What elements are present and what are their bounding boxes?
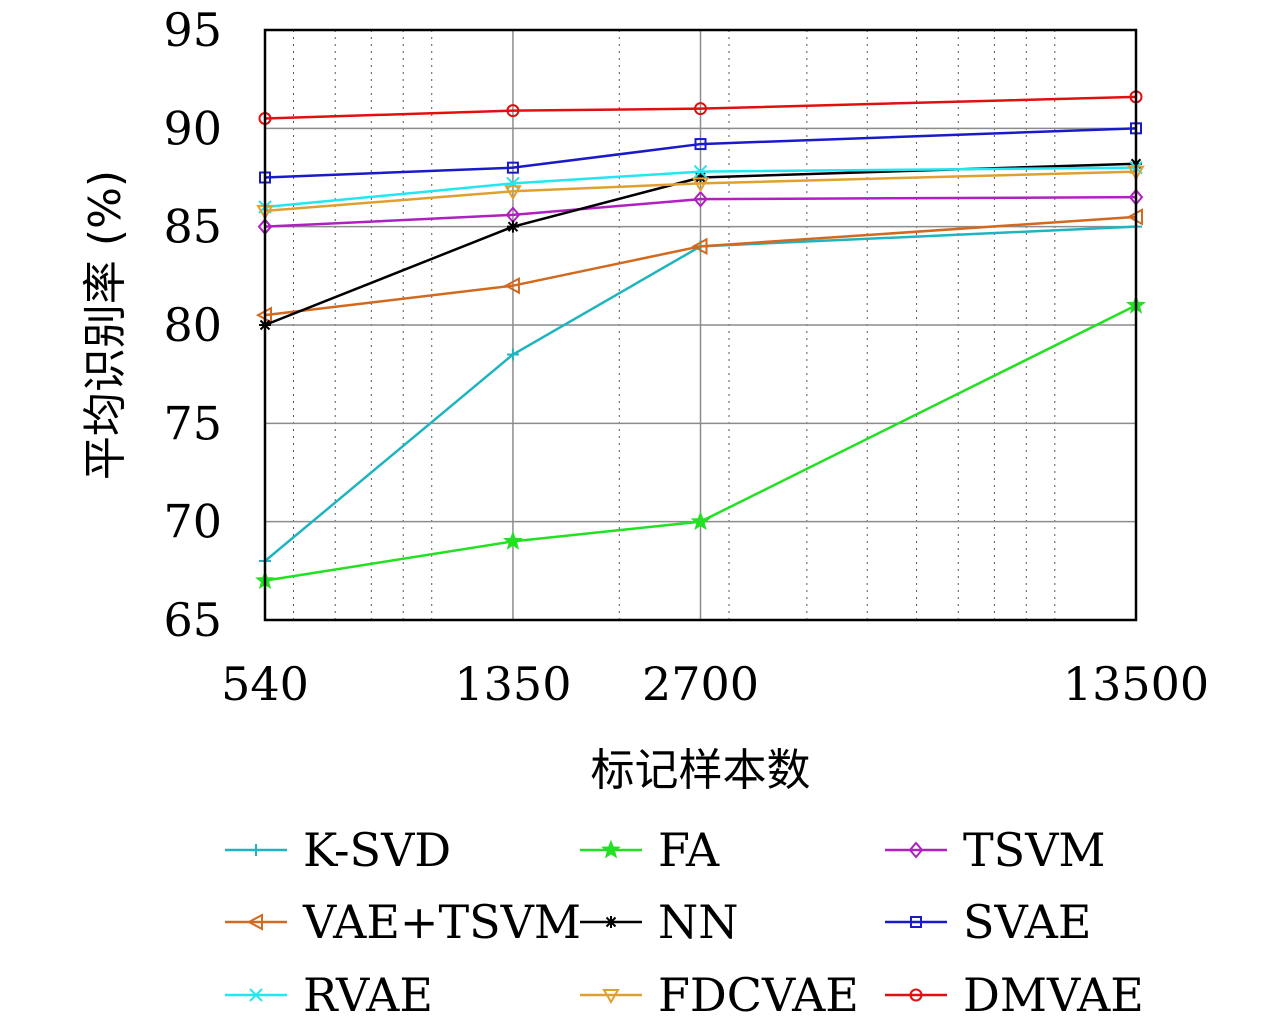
x-tick-label: 540 <box>221 657 309 711</box>
series-svae <box>259 122 1142 184</box>
legend-label: RVAE <box>303 968 433 1022</box>
data-point-fdcvae <box>504 185 522 201</box>
legend-item-fa: FA <box>580 823 720 877</box>
legend-label: SVAE <box>963 895 1091 949</box>
data-point-rvae <box>506 176 520 191</box>
legend-marker <box>909 988 923 1002</box>
series-line-k-svd <box>264 225 1137 562</box>
legend-item-vae-tsvm: VAE+TSVM <box>225 895 581 949</box>
x-axis-title: 标记样本数 <box>591 745 811 796</box>
legend-item-dmvae: DMVAE <box>885 968 1144 1022</box>
x-tick-label: 1350 <box>454 657 571 711</box>
y-tick-label: 90 <box>163 101 222 155</box>
legend-item-rvae: RVAE <box>225 968 433 1022</box>
series-line-tsvm <box>264 195 1137 228</box>
data-point-vae-tsvm <box>691 237 708 256</box>
legend-marker <box>908 841 924 859</box>
data-point-k-svd <box>506 348 519 361</box>
data-point-fdcvae <box>691 177 710 193</box>
legend-marker <box>246 913 263 931</box>
series-line-fa <box>264 304 1137 582</box>
series-layer <box>255 90 1146 590</box>
legend-label: VAE+TSVM <box>302 895 581 949</box>
data-point-svae <box>506 161 519 174</box>
legend-label: NN <box>658 895 739 949</box>
legend-marker <box>249 988 263 1002</box>
legend-marker <box>250 844 262 856</box>
legend-marker <box>605 916 617 928</box>
data-point-dmvae <box>506 104 520 118</box>
data-point-nn <box>506 220 519 233</box>
series-line-rvae <box>264 166 1137 209</box>
y-tick-label: 80 <box>163 298 222 352</box>
legend-marker <box>601 839 621 859</box>
legend-label: FA <box>658 823 720 877</box>
legend-label: FDCVAE <box>658 968 859 1022</box>
data-point-fa <box>690 511 711 531</box>
x-tick-label: 2700 <box>642 657 759 711</box>
x-tick-label: 13500 <box>1063 657 1209 711</box>
legend-label: TSVM <box>963 823 1106 877</box>
legend-marker <box>602 989 620 1004</box>
data-point-tsvm <box>693 190 708 208</box>
legend: K-SVD FA TSVM VAE+TSVM NN SVAE RVAE FDCVAE DMVAE <box>225 823 1144 1022</box>
series-line-svae <box>264 127 1137 179</box>
data-point-vae-tsvm <box>503 276 520 295</box>
grid <box>264 29 1137 621</box>
legend-item-k-svd: K-SVD <box>225 823 451 877</box>
tick-labels: 540 1350 2700 13500 65 70 75 80 85 90 95 <box>163 3 1209 711</box>
legend-label: K-SVD <box>303 823 451 877</box>
legend-marker <box>910 916 922 928</box>
y-tick-label: 95 <box>163 3 222 57</box>
y-tick-label: 75 <box>163 396 222 450</box>
y-axis-title: 平均识别率 (%) <box>80 170 131 480</box>
y-tick-label: 65 <box>163 593 222 647</box>
legend-item-nn: NN <box>580 895 739 949</box>
data-point-svae <box>694 138 707 151</box>
y-tick-label: 85 <box>163 200 222 254</box>
plot-frame <box>263 28 1138 622</box>
data-point-dmvae <box>694 102 707 116</box>
data-point-fa <box>503 530 523 550</box>
legend-item-tsvm: TSVM <box>885 823 1106 877</box>
series-line-vae-tsvm <box>264 215 1137 317</box>
y-tick-label: 70 <box>163 495 222 549</box>
legend-item-svae: SVAE <box>885 895 1091 949</box>
data-point-rvae <box>693 164 708 179</box>
series-line-dmvae <box>264 95 1137 120</box>
series-line-fdcvae <box>264 170 1137 213</box>
legend-item-fdcvae: FDCVAE <box>580 968 859 1022</box>
legend-label: DMVAE <box>963 968 1144 1022</box>
